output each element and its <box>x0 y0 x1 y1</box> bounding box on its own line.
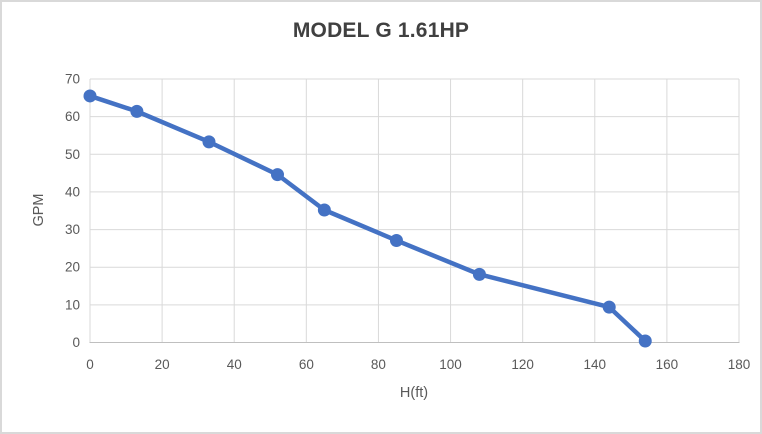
y-tick-label: 30 <box>65 222 80 237</box>
data-point-marker <box>270 168 284 182</box>
y-tick-label: 50 <box>65 147 80 162</box>
x-tick-label: 60 <box>299 357 314 372</box>
x-tick-label: 160 <box>656 357 679 372</box>
x-tick-label: 180 <box>728 357 751 372</box>
data-point-marker <box>83 89 97 103</box>
data-point-marker <box>602 300 616 314</box>
data-point-marker <box>472 267 486 281</box>
x-axis-title: H(ft) <box>399 385 429 401</box>
data-point-marker <box>389 233 403 247</box>
data-point-marker <box>202 135 216 149</box>
chart-title: MODEL G 1.61HP <box>292 19 470 42</box>
x-tick-label: 140 <box>584 357 607 372</box>
x-tick-label: 80 <box>371 357 386 372</box>
data-point-marker <box>317 203 331 217</box>
y-tick-label: 40 <box>65 184 80 199</box>
x-tick-label: 0 <box>86 357 94 372</box>
y-tick-label: 10 <box>65 297 80 312</box>
x-tick-label: 40 <box>227 357 242 372</box>
x-tick-label: 120 <box>511 357 534 372</box>
y-tick-label: 70 <box>65 72 80 87</box>
x-tick-label: 100 <box>439 357 462 372</box>
data-point-marker <box>638 334 652 348</box>
data-point-marker <box>130 104 144 118</box>
y-tick-label: 60 <box>65 109 80 124</box>
y-tick-label: 20 <box>65 260 80 275</box>
y-tick-label: 0 <box>72 335 80 350</box>
series-line <box>87 93 648 344</box>
x-tick-label: 20 <box>155 357 170 372</box>
